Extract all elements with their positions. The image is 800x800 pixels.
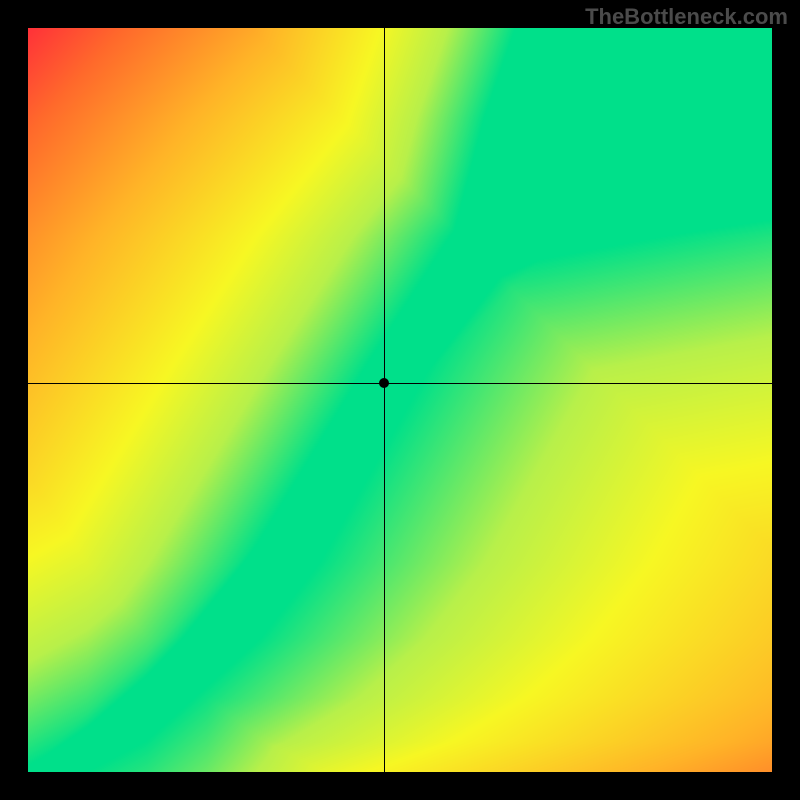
heatmap-canvas (28, 28, 772, 772)
crosshair-vertical (384, 28, 385, 772)
crosshair-horizontal (28, 383, 772, 384)
plot-area (28, 28, 772, 772)
watermark-label: TheBottleneck.com (585, 4, 788, 30)
bottleneck-heatmap: TheBottleneck.com (0, 0, 800, 800)
marker-dot (379, 378, 389, 388)
